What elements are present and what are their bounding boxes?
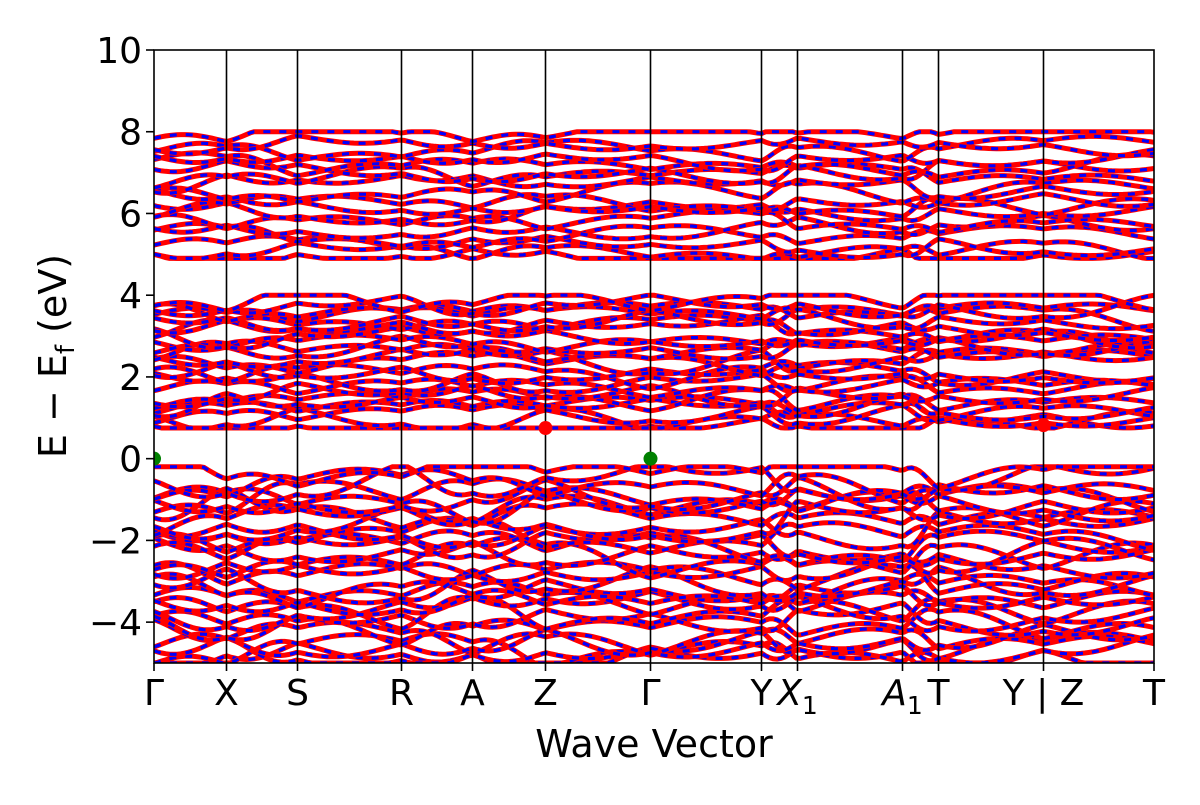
y-axis-title-subscript: f bbox=[51, 344, 81, 354]
band-line-spin-down bbox=[154, 173, 1154, 201]
band-line-spin-down bbox=[154, 552, 1154, 584]
x-tick-label-text: S bbox=[286, 673, 309, 714]
x-tick-label: Z bbox=[533, 673, 558, 714]
band-line-spin-down bbox=[154, 529, 1154, 568]
x-tick-label: Y | Z bbox=[1002, 673, 1085, 714]
x-tick-label-text: Z bbox=[533, 673, 558, 714]
y-tick-label: 0 bbox=[119, 440, 142, 481]
x-tick-label: Γ bbox=[640, 673, 660, 714]
x-tick-label-text: X bbox=[214, 673, 239, 714]
x-tick-label-text: T bbox=[1142, 673, 1166, 714]
x-tick-label: T bbox=[927, 673, 951, 714]
vbm-marker bbox=[643, 451, 658, 466]
band-line-spin-up bbox=[154, 464, 1154, 492]
x-tick-label: A1 bbox=[880, 673, 923, 720]
band-line-spin-down bbox=[154, 293, 1154, 320]
band-line-spin-up bbox=[154, 302, 1154, 334]
band-line-spin-down bbox=[154, 313, 1154, 343]
band-line-spin-down bbox=[154, 476, 1154, 515]
band-line-spin-down bbox=[154, 334, 1154, 361]
band-line-spin-down bbox=[154, 162, 1154, 190]
high-symmetry-lines bbox=[225, 50, 1045, 663]
cbm-marker bbox=[1036, 418, 1051, 433]
y-tick-label: −4 bbox=[89, 603, 142, 644]
band-line-spin-up bbox=[154, 402, 1154, 431]
x-tick-label-text: T bbox=[927, 673, 951, 714]
y-tick-label: 8 bbox=[119, 113, 142, 154]
band-line-spin-up bbox=[154, 129, 1154, 145]
x-tick-label: R bbox=[389, 673, 414, 714]
band-line-spin-down bbox=[154, 178, 1154, 205]
band-line-spin-down bbox=[154, 208, 1154, 235]
band-line-spin-up bbox=[154, 187, 1154, 217]
x-tick-label-text: R bbox=[389, 673, 414, 714]
cbm-marker bbox=[538, 421, 553, 436]
vbm-marker bbox=[154, 451, 161, 466]
x-tick-label: X bbox=[214, 673, 239, 714]
band-line-spin-down bbox=[154, 560, 1154, 596]
x-tick-label: A bbox=[460, 673, 485, 714]
extrema-markers bbox=[154, 418, 1051, 466]
x-tick-label: Γ bbox=[144, 673, 164, 714]
x-tick-label-text: X bbox=[775, 673, 803, 714]
y-axis-title-main: E − E bbox=[31, 354, 75, 458]
y-axis-title: E − Ef (eV) bbox=[31, 254, 81, 458]
y-axis-title-unit: (eV) bbox=[31, 254, 75, 345]
y-tick-label: 2 bbox=[119, 358, 142, 399]
band-line-spin-down bbox=[154, 595, 1154, 631]
band-line-spin-down bbox=[154, 134, 1154, 163]
band-line-spin-down bbox=[154, 200, 1154, 227]
band-line-spin-up bbox=[154, 347, 1154, 377]
band-line-spin-down bbox=[154, 234, 1154, 260]
band-line-spin-down bbox=[154, 370, 1154, 394]
band-line-spin-down bbox=[154, 300, 1154, 324]
x-tick-label-text: Γ bbox=[144, 673, 164, 714]
plot-frame bbox=[153, 49, 1155, 664]
y-tick-label: 4 bbox=[119, 276, 142, 317]
y-tick-label: 10 bbox=[96, 31, 142, 72]
band-line-spin-down bbox=[154, 572, 1154, 610]
y-axis: −4 −2 0 2 4 6 8 10 bbox=[89, 31, 154, 644]
x-tick-label-text: Γ bbox=[640, 673, 660, 714]
x-axis-title: Wave Vector bbox=[535, 722, 773, 766]
band-line-spin-up bbox=[154, 150, 1154, 180]
band-line-spin-down bbox=[154, 325, 1154, 351]
band-line-spin-down bbox=[154, 293, 1154, 314]
band-line-spin-down bbox=[154, 374, 1154, 400]
band-line-spin-down bbox=[154, 395, 1154, 422]
band-line-spin-down bbox=[154, 499, 1154, 544]
y-tick-label: −2 bbox=[89, 521, 142, 562]
x-tick-label-text: Y bbox=[750, 673, 774, 714]
x-tick-label-text: A bbox=[460, 673, 485, 714]
bands-layer bbox=[154, 129, 1154, 663]
band-line-spin-down bbox=[154, 509, 1154, 551]
band-line-spin-down bbox=[154, 578, 1154, 617]
band-line-spin-up bbox=[154, 464, 1154, 505]
band-line-spin-down bbox=[154, 361, 1154, 385]
x-tick-label: Y bbox=[750, 673, 774, 714]
band-line-spin-down bbox=[154, 607, 1154, 647]
x-tick-label-subscript: 1 bbox=[907, 691, 923, 720]
band-line-spin-down bbox=[154, 618, 1154, 659]
x-tick-label: S bbox=[286, 673, 309, 714]
x-tick-label-text: A bbox=[880, 673, 907, 714]
x-tick-label-text: Y | Z bbox=[1002, 673, 1085, 714]
y-tick-label: 6 bbox=[119, 194, 142, 235]
band-line-spin-down bbox=[154, 502, 1154, 538]
band-line-spin-down bbox=[154, 307, 1154, 333]
x-tick-label: T bbox=[1142, 673, 1166, 714]
x-tick-label-subscript: 1 bbox=[802, 691, 818, 720]
band-line-spin-down bbox=[154, 516, 1154, 555]
band-line-spin-down bbox=[154, 381, 1154, 409]
x-tick-label: X1 bbox=[775, 673, 818, 720]
band-line-spin-down bbox=[154, 580, 1154, 617]
band-line-spin-up bbox=[154, 133, 1154, 159]
